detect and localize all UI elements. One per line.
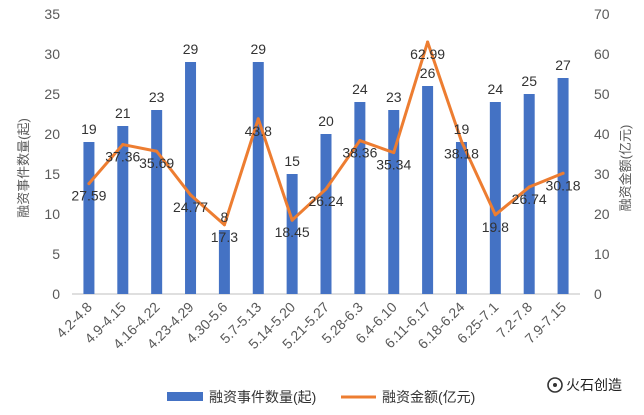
line-value-label: 38.36 (342, 145, 377, 161)
y-tick-label: 30 (44, 46, 60, 62)
bar (83, 142, 95, 294)
bar-value-label: 26 (420, 65, 436, 81)
line-point (392, 151, 396, 155)
y2-tick-label: 30 (594, 166, 610, 182)
bar-value-label: 15 (284, 153, 300, 169)
line-point (290, 218, 294, 222)
bar-value-label: 21 (115, 105, 131, 121)
line-point (256, 117, 260, 121)
watermark-brand-text: 火石创造 (566, 377, 622, 393)
y-tick-label: 10 (44, 206, 60, 222)
bar (252, 62, 264, 294)
bar (218, 230, 230, 294)
bar (455, 142, 467, 294)
bar-value-label: 25 (521, 73, 537, 89)
line-value-label: 30.18 (546, 177, 581, 193)
line-point (87, 182, 91, 186)
y-tick-label: 0 (52, 286, 60, 302)
y-tick-label: 5 (52, 246, 60, 262)
line-point (222, 223, 226, 227)
bar (523, 94, 535, 294)
line-point (324, 187, 328, 191)
line-point (561, 171, 565, 175)
bar-series (83, 62, 569, 294)
bar (117, 126, 129, 294)
line-value-label: 62.99 (410, 46, 445, 62)
y2-tick-label: 60 (594, 46, 610, 62)
line-series (87, 40, 565, 227)
y2-tick-label: 0 (594, 286, 602, 302)
line-value-label: 17.3 (211, 229, 238, 245)
line-point (155, 149, 159, 153)
line-value-label: 35.69 (139, 155, 174, 171)
brand-logo-dot (553, 383, 557, 387)
line-value-label: 43.8 (245, 123, 272, 139)
line-value-label: 19.8 (482, 219, 509, 235)
line-point (426, 40, 430, 44)
line-point (121, 143, 125, 147)
line-value-label: 26.24 (308, 193, 343, 209)
y-axis-title: 融资事件数量(起) (16, 118, 31, 218)
bar-value-label: 29 (250, 41, 266, 57)
bar-value-label: 8 (221, 209, 229, 225)
bar (151, 110, 163, 294)
legend-label-bar: 融资事件数量(起) (209, 389, 316, 405)
bar-value-label: 20 (318, 113, 334, 129)
bar-value-label: 23 (149, 89, 165, 105)
y2-axis-title: 融资金额(亿元) (618, 125, 633, 212)
line-point (358, 139, 362, 143)
watermark-logo: 火石创造 (547, 377, 622, 393)
y2-tick-label: 50 (594, 86, 610, 102)
bar-value-label: 27 (555, 57, 571, 73)
y-tick-label: 15 (44, 166, 60, 182)
legend: 融资事件数量(起) 融资金额(亿元) (167, 389, 475, 405)
line-point (189, 193, 193, 197)
line-value-label: 26.74 (512, 191, 547, 207)
y2-tick-label: 40 (594, 126, 610, 142)
line-point (459, 139, 463, 143)
line-value-label: 38.18 (444, 145, 479, 161)
line-point (493, 213, 497, 217)
bar (489, 102, 501, 294)
line-point (527, 185, 531, 189)
line-value-label: 18.45 (275, 224, 310, 240)
bar-value-label: 19 (454, 121, 470, 137)
bar-value-label: 23 (386, 89, 402, 105)
legend-swatch-bar (167, 392, 203, 401)
y-tick-label: 20 (44, 126, 60, 142)
bar-value-label: 29 (183, 41, 199, 57)
y2-tick-label: 10 (594, 246, 610, 262)
y-tick-label: 35 (44, 6, 60, 22)
line-value-label: 35.34 (376, 157, 411, 173)
bar-value-label: 24 (488, 81, 504, 97)
legend-label-line: 融资金额(亿元) (382, 389, 475, 405)
line-value-label: 27.59 (71, 188, 106, 204)
line-value-label: 24.77 (173, 199, 208, 215)
bar (286, 174, 298, 294)
bar (388, 110, 400, 294)
brand-logo-icon (547, 377, 563, 393)
bar-value-label: 19 (81, 121, 97, 137)
bar (557, 78, 569, 294)
bar (422, 86, 434, 294)
bar (185, 62, 197, 294)
bar (320, 134, 332, 294)
bar-value-label: 24 (352, 81, 368, 97)
y-tick-label: 25 (44, 86, 60, 102)
line-value-label: 37.36 (105, 149, 140, 165)
bar (354, 102, 366, 294)
y2-tick-label: 70 (594, 6, 610, 22)
y2-tick-label: 20 (594, 206, 610, 222)
